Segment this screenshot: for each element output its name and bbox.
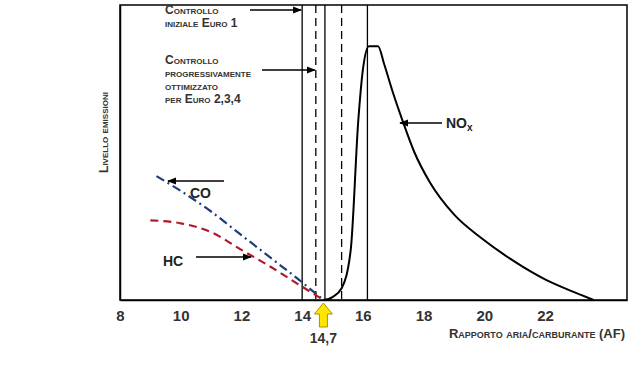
plot-area xyxy=(150,5,593,300)
reference-line xyxy=(341,5,342,300)
y-axis xyxy=(120,6,121,301)
x-tick: 12 xyxy=(234,300,251,324)
x-tick-label: 14 xyxy=(294,307,311,324)
annotation-text: ottimizzato xyxy=(165,79,218,93)
plot-frame xyxy=(120,5,627,300)
series-label: HC xyxy=(163,253,251,269)
series-line xyxy=(323,46,593,300)
annotation-text: progressivamente xyxy=(165,66,252,80)
series-label: CO xyxy=(168,181,224,201)
reference-line xyxy=(315,5,316,300)
y-axis-title: Livello emissioni xyxy=(97,92,111,173)
reference-line xyxy=(302,5,303,300)
x-tick-label: 12 xyxy=(234,307,251,324)
x-tick: 10 xyxy=(173,300,190,324)
series-label-arrow xyxy=(400,122,442,123)
series-label-text: HC xyxy=(163,253,183,269)
highlight-label: 14,7 xyxy=(310,330,337,346)
y-axis-line xyxy=(120,6,122,301)
chart-svg: 8 10 12 14 16 18 20 22 Rapporto aria/carburante … xyxy=(0,0,637,369)
annotation-text: Controllo xyxy=(165,3,219,17)
series-label-text: NOx xyxy=(446,115,473,133)
chart-container: 8 10 12 14 16 18 20 22 Rapporto aria/carburante … xyxy=(0,0,637,369)
annotation-text: per Euro 2,3,4 xyxy=(165,92,241,106)
series-line xyxy=(150,220,323,300)
x-tick-label: 22 xyxy=(537,307,554,324)
series-label-subscript: x xyxy=(467,122,473,133)
annotation-text: Controllo xyxy=(165,53,219,67)
x-tick: 20 xyxy=(476,300,493,324)
annotation: Controlloprogressivamenteottimizzatoper … xyxy=(165,53,315,106)
x-tick: 14 xyxy=(294,300,311,324)
x-tick: 8 xyxy=(116,300,124,324)
x-tick-label: 16 xyxy=(355,307,372,324)
series-label-text: CO xyxy=(190,185,211,201)
x-axis: 8 10 12 14 16 18 20 22 xyxy=(116,300,627,324)
annotation: Controlloiniziale Euro 1 xyxy=(165,3,301,30)
highlight-arrow xyxy=(314,303,332,327)
series-label-arrow xyxy=(168,180,224,181)
series-label: NOx xyxy=(400,115,473,133)
highlight: 14,7 xyxy=(310,303,337,346)
x-tick-label: 8 xyxy=(116,307,124,324)
x-axis-line xyxy=(121,300,628,302)
series-label-arrow xyxy=(196,256,251,257)
x-tick: 22 xyxy=(537,300,554,324)
x-tick: 18 xyxy=(416,300,433,324)
x-tick-label: 20 xyxy=(476,307,493,324)
series-line xyxy=(156,176,323,300)
x-tick-label: 18 xyxy=(416,307,433,324)
annotation-arrow xyxy=(262,69,315,70)
annotation-text: iniziale Euro 1 xyxy=(165,16,238,30)
x-tick: 16 xyxy=(355,300,372,324)
x-tick-label: 10 xyxy=(173,307,190,324)
x-axis-title: Rapporto aria/carburante (AF) xyxy=(449,326,625,341)
reference-line xyxy=(324,5,325,300)
annotation-arrow xyxy=(250,9,301,10)
